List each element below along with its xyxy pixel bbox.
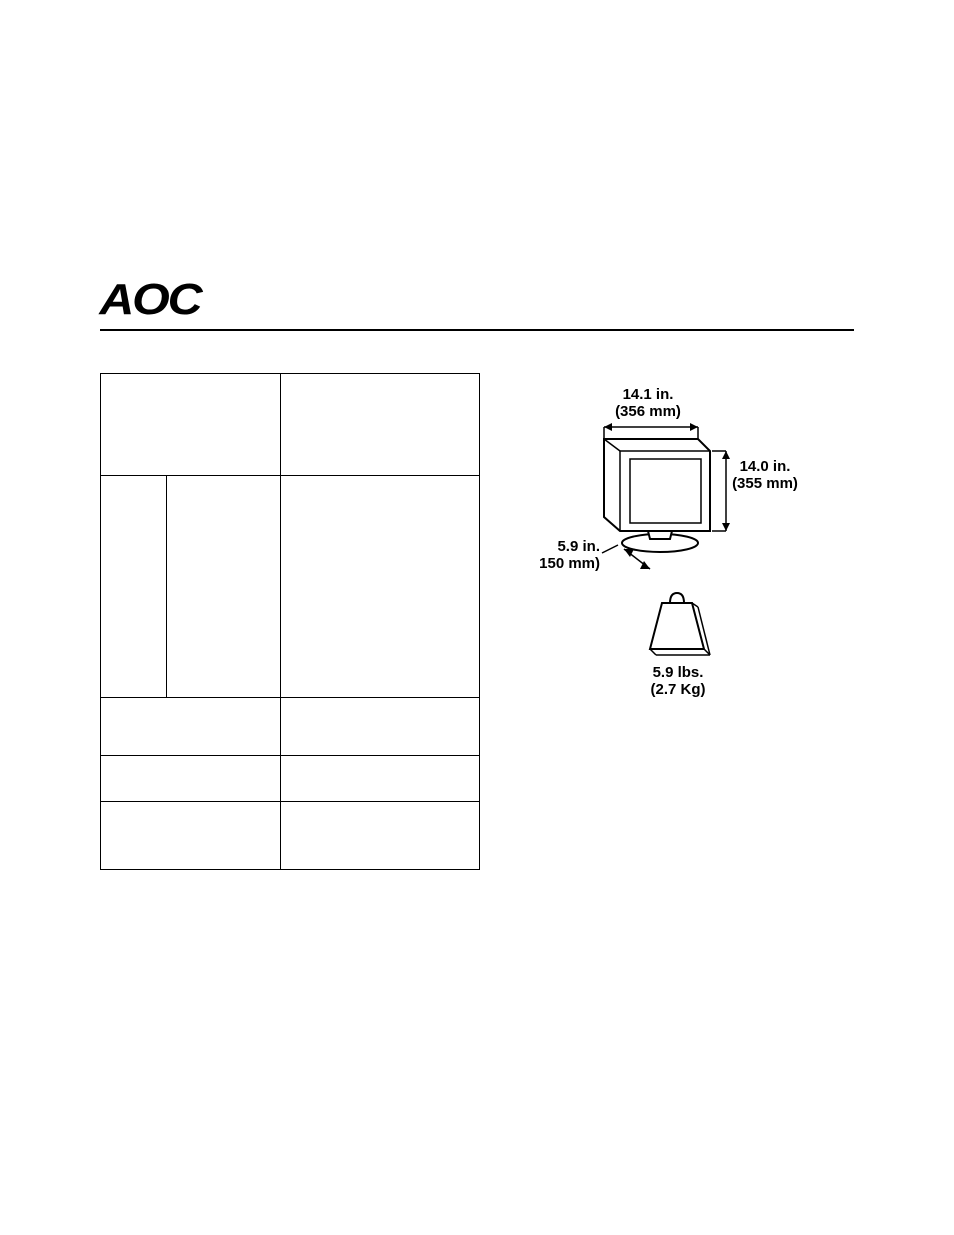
width-label-mm: (356 mm): [615, 403, 681, 420]
cell: [101, 756, 281, 802]
table-row: [101, 756, 480, 802]
header: AOC: [100, 275, 854, 331]
cell: [280, 756, 480, 802]
cell: [166, 476, 280, 698]
cell: [280, 802, 480, 870]
brand-logo: AOC: [99, 275, 200, 325]
dimension-diagram: 14.1 in. (356 mm) 14.0 in. (3: [540, 373, 810, 870]
depth-label-in: 5.9 in.: [557, 538, 600, 555]
table-row: [101, 698, 480, 756]
cell: [101, 698, 281, 756]
table-row: [101, 802, 480, 870]
spec-table: [100, 373, 480, 870]
cell: [280, 698, 480, 756]
cell: [101, 802, 281, 870]
depth-label-mm: (150 mm): [540, 555, 600, 572]
height-label-mm: (355 mm): [732, 475, 798, 492]
table-row: [101, 476, 480, 698]
cell: [280, 476, 480, 698]
cell: [280, 374, 480, 476]
cell: [101, 476, 167, 698]
weight-label-kg: (2.7 Kg): [650, 681, 705, 698]
table-row: [101, 374, 480, 476]
content: 14.1 in. (356 mm) 14.0 in. (3: [100, 373, 854, 870]
cell: [101, 374, 281, 476]
height-label-in: 14.0 in.: [740, 458, 791, 475]
width-label-in: 14.1 in.: [623, 386, 674, 403]
weight-label-lbs: 5.9 lbs.: [653, 664, 704, 681]
